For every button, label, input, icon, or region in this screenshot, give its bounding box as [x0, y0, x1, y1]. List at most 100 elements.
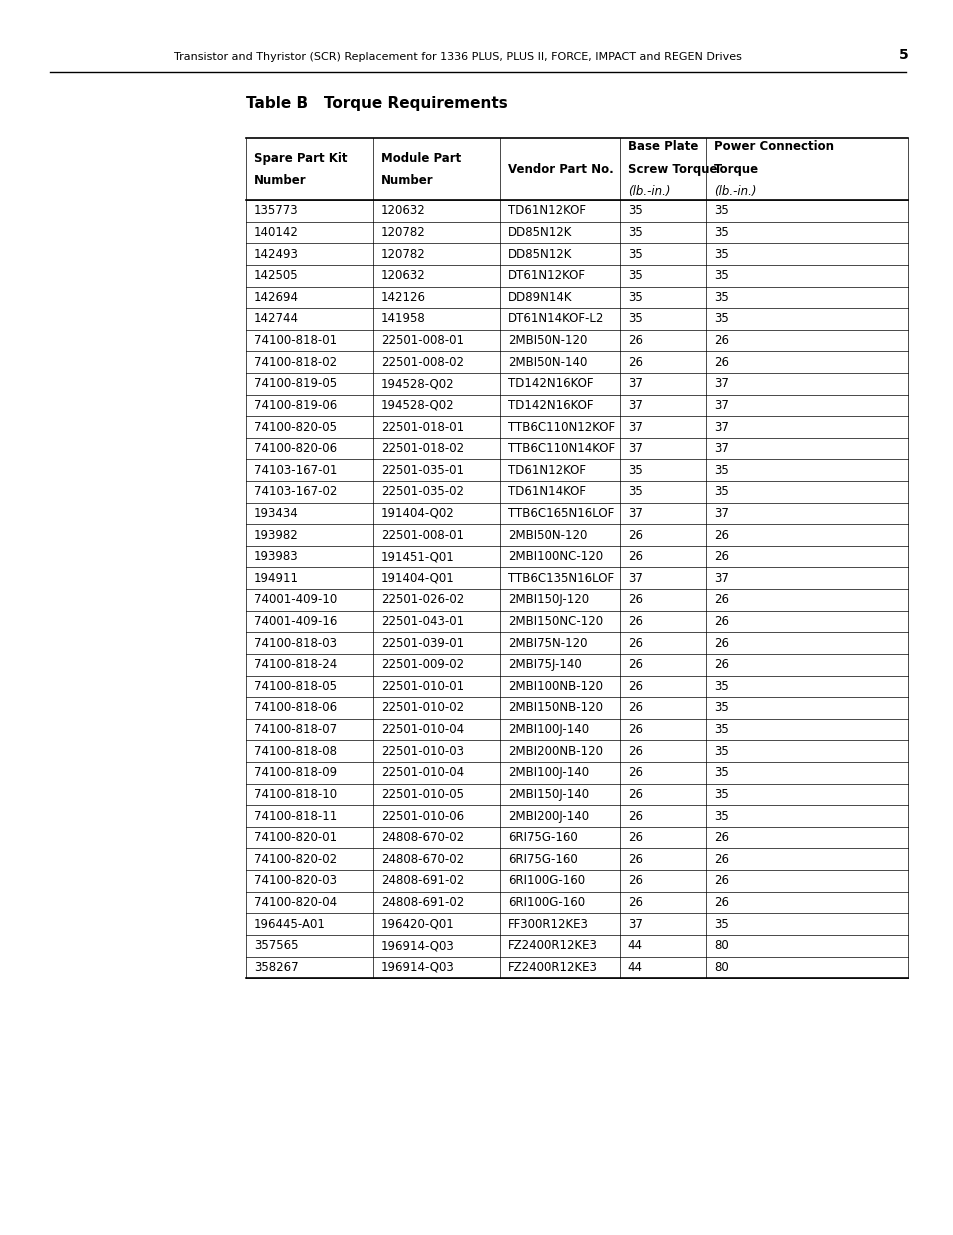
Text: 24808-691-02: 24808-691-02	[380, 874, 464, 888]
Text: 74100-818-11: 74100-818-11	[253, 809, 336, 823]
Text: 37: 37	[713, 506, 728, 520]
Text: 22501-008-01: 22501-008-01	[380, 529, 463, 542]
Text: 142694: 142694	[253, 290, 298, 304]
Text: 35: 35	[627, 485, 642, 499]
Text: 80: 80	[713, 939, 728, 952]
Text: 142493: 142493	[253, 247, 298, 261]
Text: 37: 37	[627, 442, 642, 456]
Text: 26: 26	[627, 701, 642, 715]
Text: 191404-Q02: 191404-Q02	[380, 506, 455, 520]
Text: 74100-818-02: 74100-818-02	[253, 356, 336, 369]
Text: 26: 26	[713, 895, 728, 909]
Text: 44: 44	[627, 961, 642, 974]
Text: 26: 26	[713, 852, 728, 866]
Text: 2MBI150NC-120: 2MBI150NC-120	[507, 615, 602, 629]
Text: 26: 26	[627, 809, 642, 823]
Text: 35: 35	[713, 722, 728, 736]
Text: 22501-018-02: 22501-018-02	[380, 442, 463, 456]
Text: 74100-818-06: 74100-818-06	[253, 701, 336, 715]
Text: 22501-008-02: 22501-008-02	[380, 356, 463, 369]
Text: 2MBI100J-140: 2MBI100J-140	[507, 722, 589, 736]
Text: 74100-819-06: 74100-819-06	[253, 399, 336, 412]
Text: Number: Number	[380, 174, 433, 186]
Text: 37: 37	[627, 918, 642, 931]
Text: 357565: 357565	[253, 939, 298, 952]
Text: 35: 35	[713, 269, 728, 283]
Text: 74001-409-16: 74001-409-16	[253, 615, 336, 629]
Text: TD61N12KOF: TD61N12KOF	[507, 463, 585, 477]
Text: 22501-008-01: 22501-008-01	[380, 333, 463, 347]
Text: Base Plate: Base Plate	[627, 141, 698, 153]
Text: 35: 35	[627, 269, 642, 283]
Text: 196914-Q03: 196914-Q03	[380, 939, 455, 952]
Text: Transistor and Thyristor (SCR) Replacement for 1336 PLUS, PLUS II, FORCE, IMPACT: Transistor and Thyristor (SCR) Replaceme…	[173, 52, 741, 62]
Text: 26: 26	[713, 615, 728, 629]
Text: 74100-818-08: 74100-818-08	[253, 745, 336, 758]
Text: 196914-Q03: 196914-Q03	[380, 961, 455, 974]
Text: 22501-010-06: 22501-010-06	[380, 809, 463, 823]
Text: 22501-010-01: 22501-010-01	[380, 679, 463, 693]
Text: 35: 35	[627, 312, 642, 326]
Text: Table B   Torque Requirements: Table B Torque Requirements	[246, 96, 507, 111]
Text: 26: 26	[627, 788, 642, 802]
Text: 194911: 194911	[253, 572, 298, 585]
Text: DD85N12K: DD85N12K	[507, 226, 572, 240]
Text: 193434: 193434	[253, 506, 298, 520]
Text: 37: 37	[713, 399, 728, 412]
Text: 142126: 142126	[380, 290, 425, 304]
Text: 74100-818-24: 74100-818-24	[253, 658, 336, 672]
Text: 26: 26	[627, 831, 642, 845]
Text: 24808-670-02: 24808-670-02	[380, 831, 463, 845]
Text: 2MBI50N-120: 2MBI50N-120	[507, 333, 587, 347]
Text: 6RI100G-160: 6RI100G-160	[507, 874, 584, 888]
Text: 35: 35	[713, 485, 728, 499]
Text: 35: 35	[627, 463, 642, 477]
Text: 22501-039-01: 22501-039-01	[380, 636, 463, 650]
Text: 22501-018-01: 22501-018-01	[380, 420, 463, 433]
Text: TD142N16KOF: TD142N16KOF	[507, 399, 593, 412]
Text: 2MBI200NB-120: 2MBI200NB-120	[507, 745, 602, 758]
Text: 44: 44	[627, 939, 642, 952]
Text: 26: 26	[713, 658, 728, 672]
Text: TTB6C110N14KOF: TTB6C110N14KOF	[507, 442, 615, 456]
Text: 74100-820-04: 74100-820-04	[253, 895, 336, 909]
Text: 74100-818-01: 74100-818-01	[253, 333, 336, 347]
Text: 35: 35	[627, 290, 642, 304]
Text: 193983: 193983	[253, 550, 298, 563]
Text: 26: 26	[627, 615, 642, 629]
Text: 22501-035-01: 22501-035-01	[380, 463, 463, 477]
Text: 37: 37	[627, 572, 642, 585]
Text: 37: 37	[713, 420, 728, 433]
Text: DD85N12K: DD85N12K	[507, 247, 572, 261]
Text: 6RI100G-160: 6RI100G-160	[507, 895, 584, 909]
Text: 22501-010-05: 22501-010-05	[380, 788, 463, 802]
Text: 26: 26	[627, 658, 642, 672]
Text: Module Part: Module Part	[380, 152, 460, 164]
Text: 22501-010-02: 22501-010-02	[380, 701, 463, 715]
Text: 2MBI100NC-120: 2MBI100NC-120	[507, 550, 602, 563]
Text: 74001-409-10: 74001-409-10	[253, 593, 336, 606]
Text: 196420-Q01: 196420-Q01	[380, 918, 455, 931]
Text: 37: 37	[627, 420, 642, 433]
Text: 22501-035-02: 22501-035-02	[380, 485, 463, 499]
Text: FF300R12KE3: FF300R12KE3	[507, 918, 588, 931]
Text: 22501-043-01: 22501-043-01	[380, 615, 463, 629]
Text: 6RI75G-160: 6RI75G-160	[507, 852, 578, 866]
Text: 26: 26	[627, 852, 642, 866]
Text: 80: 80	[713, 961, 728, 974]
Text: Screw Torque: Screw Torque	[627, 163, 717, 175]
Text: 196445-A01: 196445-A01	[253, 918, 325, 931]
Text: 35: 35	[713, 809, 728, 823]
Text: 74100-820-06: 74100-820-06	[253, 442, 336, 456]
Text: 26: 26	[713, 831, 728, 845]
Text: 5: 5	[898, 48, 907, 62]
Text: 35: 35	[713, 745, 728, 758]
Text: 35: 35	[713, 679, 728, 693]
Text: 35: 35	[713, 247, 728, 261]
Text: 120632: 120632	[380, 204, 425, 217]
Text: 37: 37	[713, 442, 728, 456]
Text: 22501-009-02: 22501-009-02	[380, 658, 463, 672]
Text: TTB6C165N16LOF: TTB6C165N16LOF	[507, 506, 614, 520]
Text: 2MBI50N-120: 2MBI50N-120	[507, 529, 587, 542]
Text: 26: 26	[713, 529, 728, 542]
